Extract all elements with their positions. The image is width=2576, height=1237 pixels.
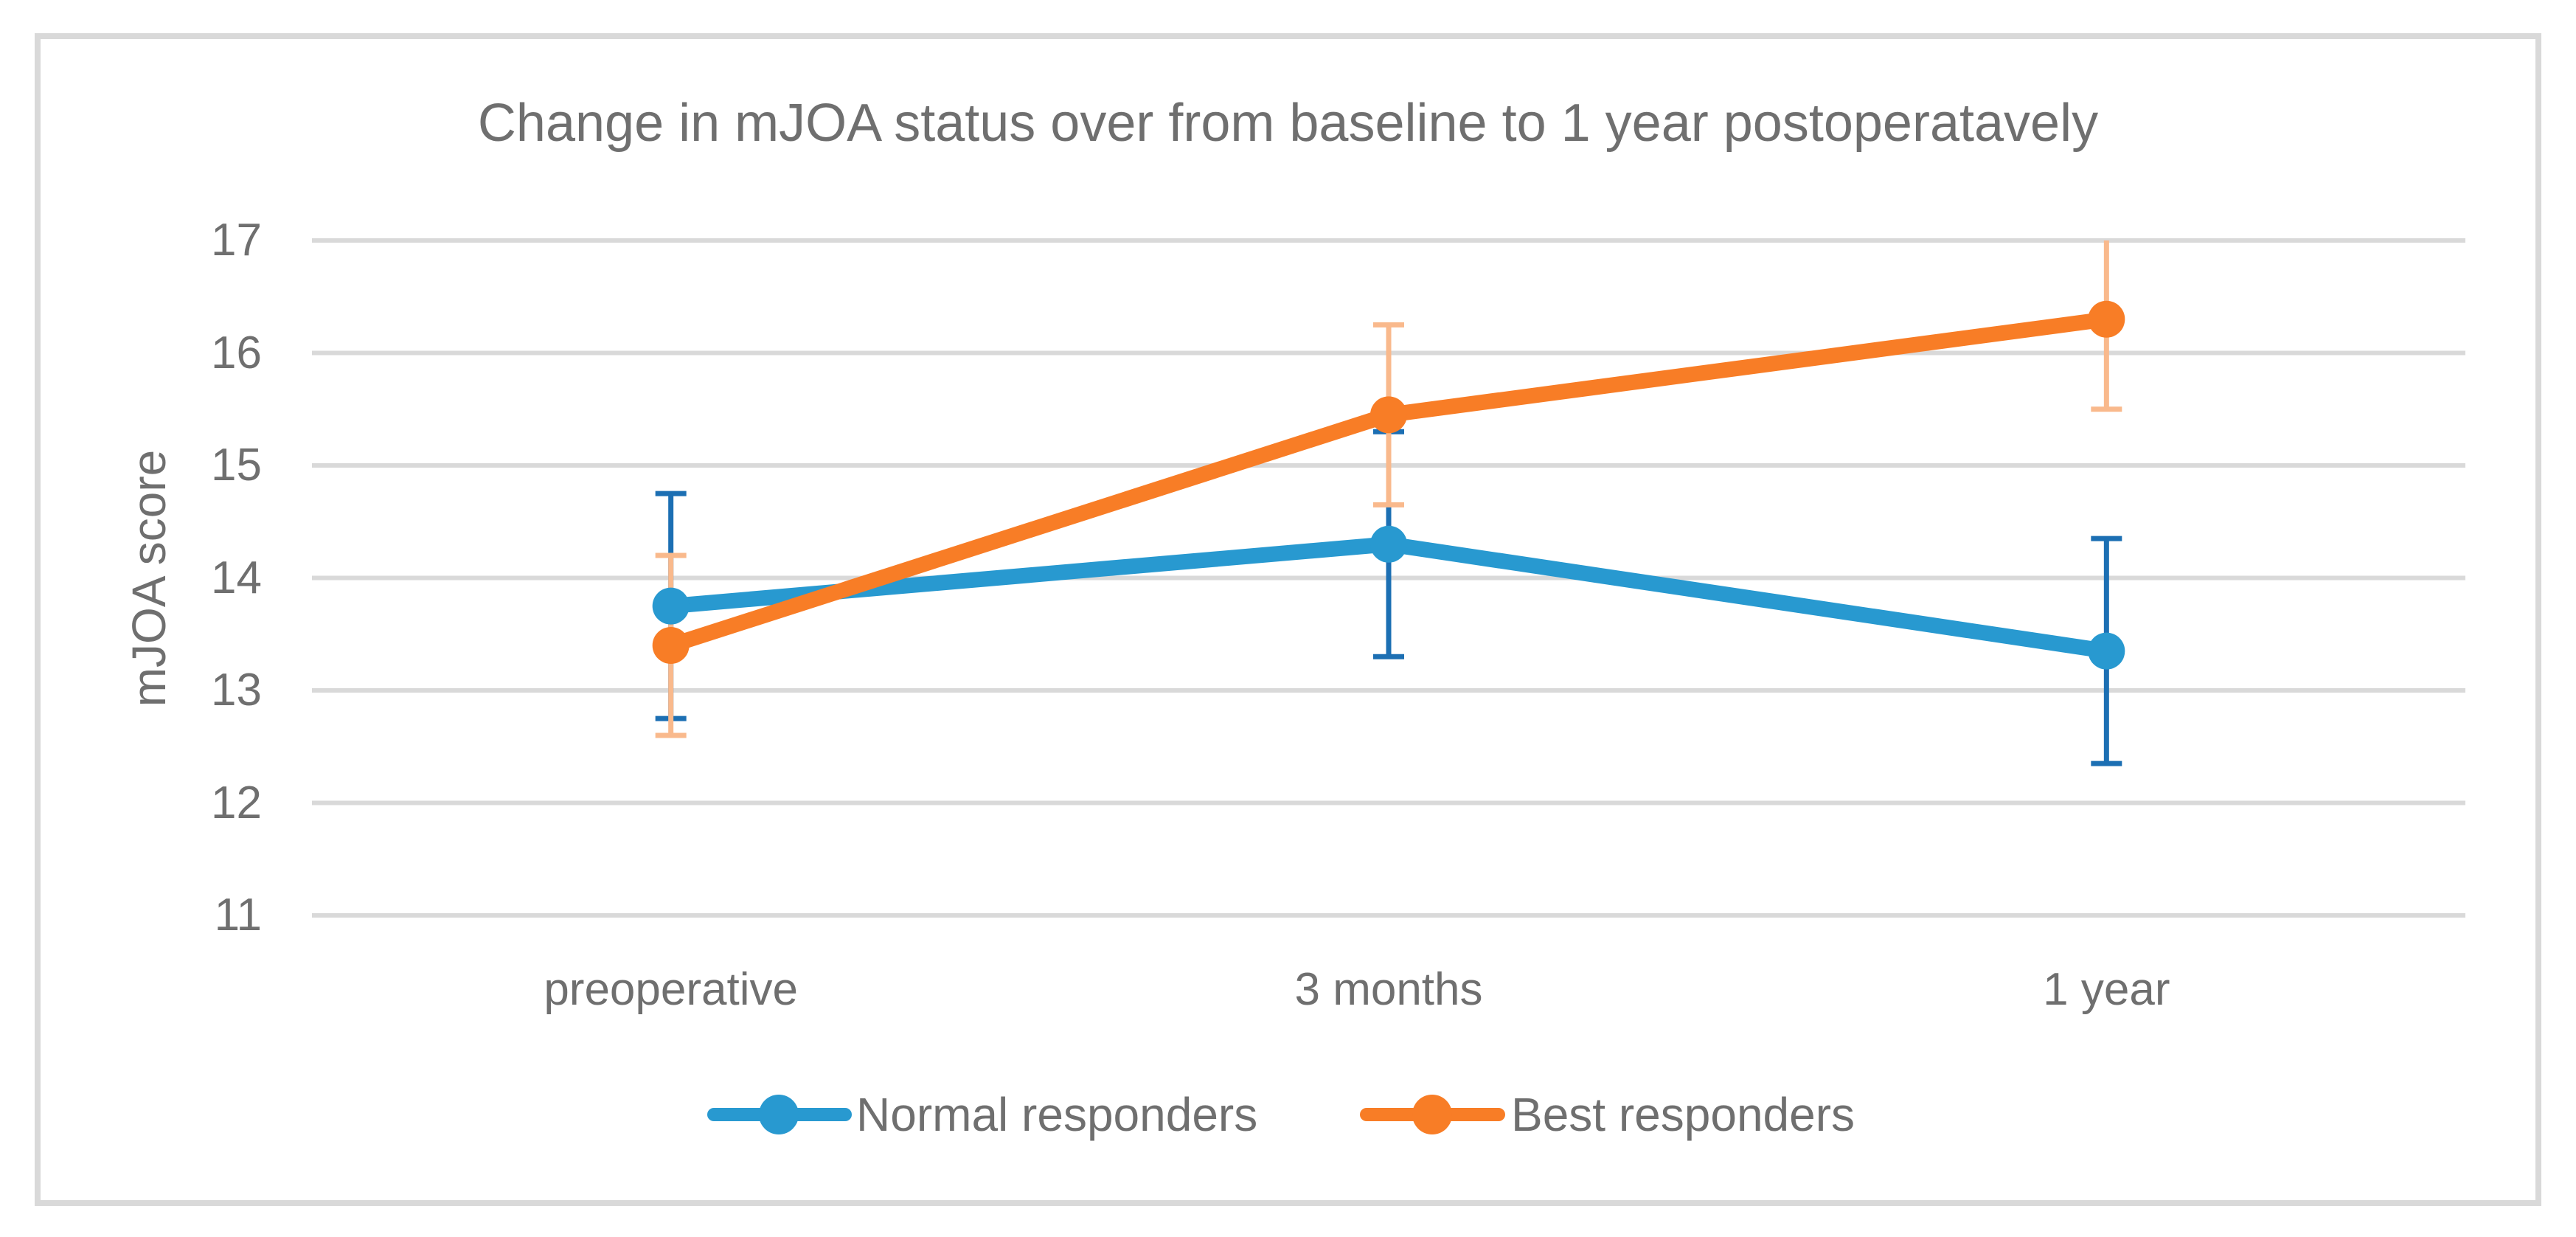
legend-circle-marker-1: [1412, 1095, 1452, 1134]
x-category-label-2: 1 year: [2043, 964, 2170, 1015]
y-tick-label-13: 13: [211, 665, 262, 715]
data-point-marker-1-2: [2088, 300, 2125, 338]
y-axis-title: mJOA score: [122, 449, 176, 707]
y-tick-label-17: 17: [211, 215, 262, 266]
y-tick-label-11: 11: [214, 890, 262, 940]
data-point-marker-1-1: [1370, 396, 1407, 434]
chart-border: [35, 33, 2541, 1206]
data-point-marker-0-1: [1370, 525, 1407, 563]
y-tick-label-14: 14: [211, 552, 262, 603]
legend-circle-marker-0: [759, 1095, 799, 1134]
chart-title: Change in mJOA status over from baseline…: [477, 94, 2099, 153]
data-point-marker-0-2: [2088, 632, 2125, 670]
x-category-label-1: 3 months: [1294, 964, 1483, 1015]
x-category-label-0: preoperative: [544, 964, 798, 1015]
legend-label-0: Normal responders: [856, 1088, 1258, 1141]
y-tick-label-12: 12: [211, 777, 262, 828]
y-tick-label-16: 16: [211, 327, 262, 378]
y-tick-label-15: 15: [211, 440, 262, 491]
data-point-marker-0-0: [652, 587, 690, 625]
data-point-marker-1-0: [652, 627, 690, 664]
legend-label-1: Best responders: [1511, 1088, 1855, 1141]
